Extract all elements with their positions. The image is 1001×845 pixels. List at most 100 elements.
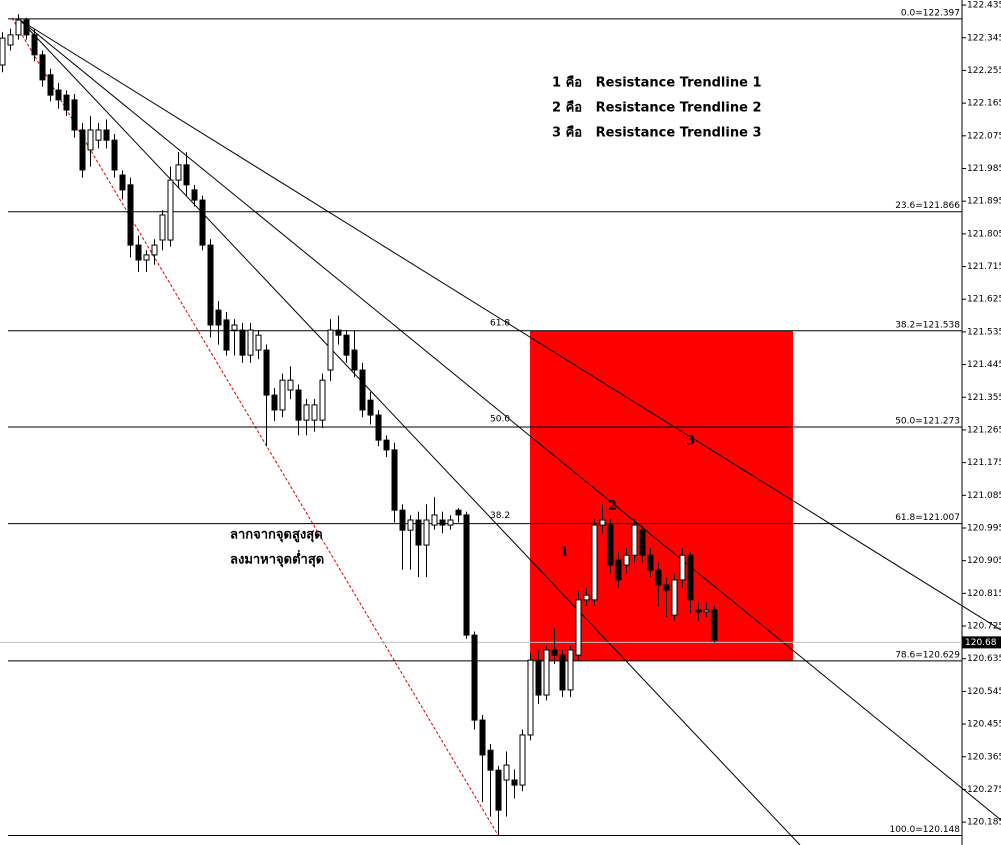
- fib-mid-label: 50.0: [490, 415, 510, 425]
- y-tick-label: 121.085: [967, 491, 1001, 501]
- candle-body: [343, 334, 350, 356]
- candle-body: [631, 524, 638, 556]
- candle-body: [487, 749, 494, 771]
- y-tick-label: 120.725: [967, 622, 1001, 632]
- trendline-2: [19, 19, 1001, 821]
- y-tick-label: 121.805: [967, 229, 1001, 239]
- candle-body: [543, 649, 550, 696]
- candle-body: [335, 329, 342, 336]
- candle-body: [319, 379, 326, 421]
- candle-body: [407, 519, 414, 531]
- candle-body: [71, 99, 78, 131]
- candle-body: [247, 329, 254, 356]
- fib-label: 50.0=121.273: [895, 417, 960, 427]
- y-tick-label: 121.715: [967, 262, 1001, 272]
- legend-note: 1 คือ Resistance Trendline 1: [552, 75, 762, 91]
- y-tick-label: 120.635: [967, 654, 1001, 664]
- y-tick-label: 122.255: [967, 66, 1001, 76]
- candle-body: [263, 349, 270, 396]
- y-tick-label: 120.185: [967, 818, 1001, 828]
- trendline-1: [19, 19, 801, 845]
- candle-body: [15, 19, 22, 36]
- candle-body: [367, 399, 374, 416]
- candle-body: [39, 54, 46, 81]
- candle-body: [271, 394, 278, 411]
- trendline-number: 1: [560, 545, 569, 560]
- candle-body: [303, 404, 310, 421]
- trendline-number: 2: [608, 499, 617, 514]
- candle-body: [391, 449, 398, 511]
- candle-body: [711, 609, 718, 641]
- candle-body: [687, 554, 694, 601]
- candle-body: [79, 129, 86, 171]
- y-tick-label: 122.345: [967, 33, 1001, 43]
- zone: [530, 330, 793, 661]
- y-tick-label: 121.895: [967, 197, 1001, 207]
- y-tick-label: 120.545: [967, 687, 1001, 697]
- candle-body: [63, 94, 70, 111]
- y-tick-label: 120.905: [967, 556, 1001, 566]
- candle-body: [599, 519, 606, 526]
- candle-body: [559, 654, 566, 691]
- candle-body: [103, 129, 110, 141]
- candle-body: [503, 764, 510, 781]
- y-tick-label: 121.985: [967, 164, 1001, 174]
- candle-body: [375, 414, 382, 441]
- candle-body: [55, 89, 62, 101]
- candle-body: [671, 579, 678, 616]
- candles: [0, 14, 718, 836]
- candle-body: [591, 524, 598, 601]
- drag-note: ลากจากจุดสูงสุด: [230, 528, 323, 543]
- price-tag: [962, 636, 1001, 649]
- candle-body: [615, 559, 622, 581]
- candle-body: [327, 329, 334, 371]
- candle-body: [183, 164, 190, 186]
- y-tick-label: 122.435: [967, 1, 1001, 11]
- candle-body: [127, 184, 134, 246]
- trendline-number: 3: [686, 434, 695, 449]
- fib-label: 0.0=122.397: [901, 8, 960, 18]
- y-tick-label: 121.445: [967, 360, 1001, 370]
- candle-body: [647, 554, 654, 571]
- candle-body: [623, 554, 630, 566]
- candle-body: [383, 439, 390, 451]
- y-tick-label: 122.075: [967, 131, 1001, 141]
- candle-body: [471, 634, 478, 721]
- drag-line: [11, 17, 499, 836]
- candle-body: [151, 244, 158, 256]
- y-tick-label: 120.275: [967, 785, 1001, 795]
- trendlines: [11, 17, 1001, 845]
- y-tick-label: 121.265: [967, 425, 1001, 435]
- candle-body: [535, 659, 542, 696]
- candle-body: [527, 659, 534, 736]
- candle-body: [111, 139, 118, 171]
- y-tick-label: 120.815: [967, 589, 1001, 599]
- candle-body: [279, 379, 286, 411]
- candle-body: [479, 719, 486, 756]
- candle-body: [135, 244, 142, 261]
- candle-body: [439, 519, 446, 526]
- candle-body: [119, 174, 126, 191]
- candle-body: [0, 37, 6, 66]
- candle-body: [31, 34, 38, 56]
- candle-body: [511, 779, 518, 786]
- candle-body: [695, 609, 702, 613]
- candle-body: [703, 609, 710, 613]
- candle-body: [607, 524, 614, 566]
- candle-body: [447, 519, 454, 526]
- legend-note: 2 คือ Resistance Trendline 2: [552, 100, 762, 116]
- fib-mid-label: 61.8: [490, 318, 510, 328]
- candle-body: [159, 214, 166, 241]
- candle-body: [639, 529, 646, 556]
- drag-note: ลงมาหาจุดต่ำสุด: [230, 550, 324, 568]
- fib-label: 61.8=121.007: [895, 513, 960, 523]
- fib-label: 100.0=120.148: [889, 825, 960, 835]
- candle-body: [239, 329, 246, 356]
- candle-body: [295, 389, 302, 421]
- fib-mid-label: 38.2: [490, 511, 510, 521]
- candle-body: [231, 324, 238, 331]
- candle-body: [679, 554, 686, 581]
- candle-body: [95, 129, 102, 141]
- candle-body: [519, 734, 526, 786]
